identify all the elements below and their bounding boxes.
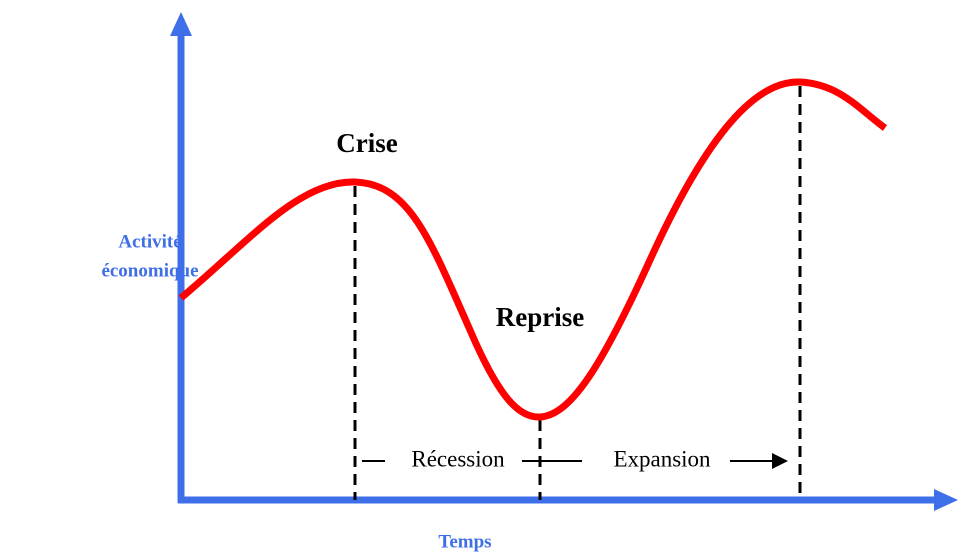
y-axis-arrow [170,12,192,36]
phase-label: Récession [411,446,505,471]
phase-label: Expansion [613,446,711,471]
y-axis-label: Activité [118,231,181,252]
cycle-curve [178,78,888,421]
x-axis-label: Temps [438,531,491,552]
x-axis-arrow [934,489,958,511]
point-label: Crise [336,128,397,158]
y-axis-label: économique [101,260,198,281]
point-label: Reprise [496,302,584,332]
